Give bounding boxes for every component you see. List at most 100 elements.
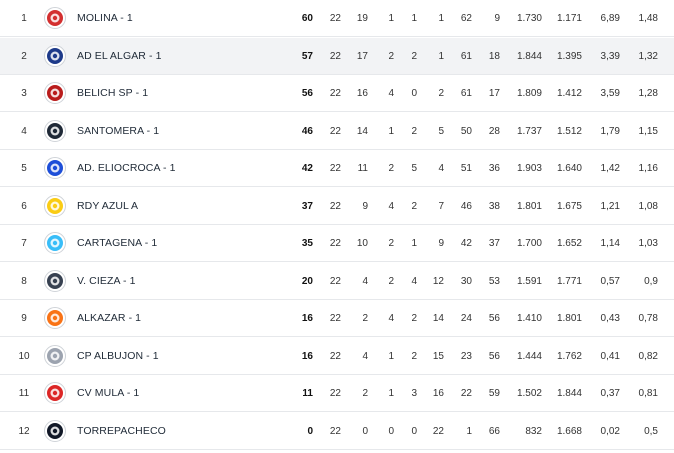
rdy-crest-icon <box>44 194 66 217</box>
set-ratio-cell: 1,14 <box>600 238 620 249</box>
played-cell: 22 <box>329 50 341 62</box>
drawn-cell: 4 <box>388 88 394 99</box>
extra-cell: 12 <box>432 275 444 287</box>
position-cell: 9 <box>21 313 27 324</box>
sets-against-cell: 17 <box>488 88 500 99</box>
table-row[interactable]: 11 CV MULA - 1 11 22 2 1 3 16 22 59 1.502 1.844 0,37… <box>0 375 674 412</box>
team-name[interactable]: MOLINA - 1 <box>77 12 133 24</box>
team-name[interactable]: ALKAZAR - 1 <box>77 312 142 324</box>
set-ratio-cell: 0,43 <box>600 313 620 324</box>
santomera-crest-icon <box>44 119 66 142</box>
team-name[interactable]: BELICH SP - 1 <box>77 87 149 99</box>
point-ratio-cell: 0,78 <box>638 313 658 324</box>
sets-for-cell: 61 <box>460 50 472 62</box>
extra-cell: 15 <box>432 350 444 362</box>
points-against-cell: 1.801 <box>556 313 582 324</box>
sets-for-cell: 23 <box>460 350 472 362</box>
mula-crest-icon <box>44 382 66 404</box>
extra-cell: 1 <box>438 50 444 62</box>
team-name[interactable]: AD. ELIOCROCA - 1 <box>77 162 176 174</box>
table-row[interactable]: 8 V. CIEZA - 1 20 22 4 2 4 12 30 53 1.591 1.771 0,57… <box>0 263 674 300</box>
sets-for-cell: 50 <box>460 125 472 137</box>
played-cell: 22 <box>329 88 341 99</box>
points-for-cell: 1.591 <box>516 275 542 287</box>
sets-for-cell: 42 <box>460 238 472 249</box>
won-cell: 2 <box>362 313 368 324</box>
table-row[interactable]: 3 BELICH SP - 1 56 22 16 4 0 2 61 17 1.809 1.412 3,5… <box>0 75 674 112</box>
set-ratio-cell: 0,02 <box>600 425 620 437</box>
el-algar-crest-icon <box>44 44 66 67</box>
lost-cell: 0 <box>411 88 417 99</box>
position-cell: 1 <box>21 13 27 24</box>
set-ratio-cell: 1,21 <box>600 200 620 212</box>
points-against-cell: 1.762 <box>556 350 582 362</box>
lost-cell: 5 <box>411 163 417 174</box>
points-cell: 35 <box>301 238 313 249</box>
points-for-cell: 1.444 <box>516 350 542 362</box>
point-ratio-cell: 0,5 <box>644 425 658 437</box>
points-for-cell: 1.410 <box>516 313 542 324</box>
points-against-cell: 1.395 <box>556 50 582 62</box>
drawn-cell: 1 <box>388 388 394 399</box>
team-name[interactable]: AD EL ALGAR - 1 <box>77 49 162 62</box>
point-ratio-cell: 0,9 <box>644 275 658 287</box>
table-row[interactable]: 4 SANTOMERA - 1 46 22 14 1 2 5 50 28 1.737 1.512 1,7… <box>0 113 674 150</box>
points-against-cell: 1.412 <box>556 88 582 99</box>
drawn-cell: 4 <box>388 313 394 324</box>
points-against-cell: 1.652 <box>556 238 582 249</box>
drawn-cell: 0 <box>388 425 394 437</box>
extra-cell: 1 <box>438 13 444 24</box>
lost-cell: 2 <box>411 50 417 62</box>
team-name[interactable]: CARTAGENA - 1 <box>77 237 158 249</box>
lost-cell: 2 <box>411 313 417 324</box>
point-ratio-cell: 0,81 <box>638 388 658 399</box>
team-name[interactable]: TORREPACHECO <box>77 424 166 437</box>
sets-against-cell: 37 <box>488 238 500 249</box>
point-ratio-cell: 1,16 <box>638 163 658 174</box>
alkazar-crest-icon <box>44 307 66 329</box>
team-name[interactable]: V. CIEZA - 1 <box>77 274 136 287</box>
extra-cell: 5 <box>438 125 444 137</box>
points-against-cell: 1.771 <box>556 275 582 287</box>
team-name[interactable]: CV MULA - 1 <box>77 387 140 399</box>
sets-for-cell: 46 <box>460 200 472 212</box>
table-row[interactable]: 12 TORREPACHECO 0 22 0 0 0 22 1 66 832 1.668 0,02 0,5 <box>0 413 674 450</box>
lost-cell: 2 <box>411 350 417 362</box>
points-cell: 37 <box>301 200 313 212</box>
won-cell: 2 <box>362 388 368 399</box>
drawn-cell: 1 <box>388 350 394 362</box>
team-name[interactable]: RDY AZUL A <box>77 199 139 212</box>
won-cell: 4 <box>362 350 368 362</box>
played-cell: 22 <box>329 425 341 437</box>
table-row[interactable]: 5 AD. ELIOCROCA - 1 42 22 11 2 5 4 51 36 1.903 1.64… <box>0 150 674 187</box>
sets-against-cell: 56 <box>488 313 500 324</box>
table-row[interactable]: 2 AD EL ALGAR - 1 57 22 17 2 2 1 61 18 1.844 1.395 3… <box>0 37 674 75</box>
points-against-cell: 1.171 <box>556 13 582 24</box>
table-row[interactable]: 10 CP ALBUJON - 1 16 22 4 1 2 15 23 56 1.444 1.762 0… <box>0 338 674 375</box>
position-cell: 8 <box>21 275 27 287</box>
won-cell: 10 <box>356 238 368 249</box>
lost-cell: 4 <box>411 275 417 287</box>
played-cell: 22 <box>329 388 341 399</box>
lost-cell: 1 <box>411 13 417 24</box>
table-row[interactable]: 6 RDY AZUL A 37 22 9 4 2 7 46 38 1.801 1.675 1,21 1,0… <box>0 188 674 225</box>
won-cell: 17 <box>356 50 368 62</box>
table-row[interactable]: 9 ALKAZAR - 1 16 22 2 4 2 14 24 56 1.410 1.801 0,43 0… <box>0 300 674 337</box>
table-row[interactable]: 1 MOLINA - 1 60 22 19 1 1 1 62 9 1.730 1.171 6,89 1,4… <box>0 0 674 37</box>
belich-crest-icon <box>44 82 66 104</box>
played-cell: 22 <box>329 163 341 174</box>
table-row[interactable]: 7 CARTAGENA - 1 35 22 10 2 1 9 42 37 1.700 1.652 1,1… <box>0 225 674 262</box>
torrepacheco-crest-icon <box>44 419 66 442</box>
position-cell: 3 <box>21 88 27 99</box>
points-cell: 42 <box>301 163 313 174</box>
drawn-cell: 2 <box>388 238 394 249</box>
played-cell: 22 <box>329 350 341 362</box>
team-name[interactable]: SANTOMERA - 1 <box>77 124 160 137</box>
sets-against-cell: 66 <box>488 425 500 437</box>
won-cell: 19 <box>356 13 368 24</box>
played-cell: 22 <box>329 200 341 212</box>
won-cell: 14 <box>356 125 368 137</box>
sets-against-cell: 18 <box>488 50 500 62</box>
team-name[interactable]: CP ALBUJON - 1 <box>77 349 159 362</box>
points-cell: 0 <box>307 425 313 437</box>
